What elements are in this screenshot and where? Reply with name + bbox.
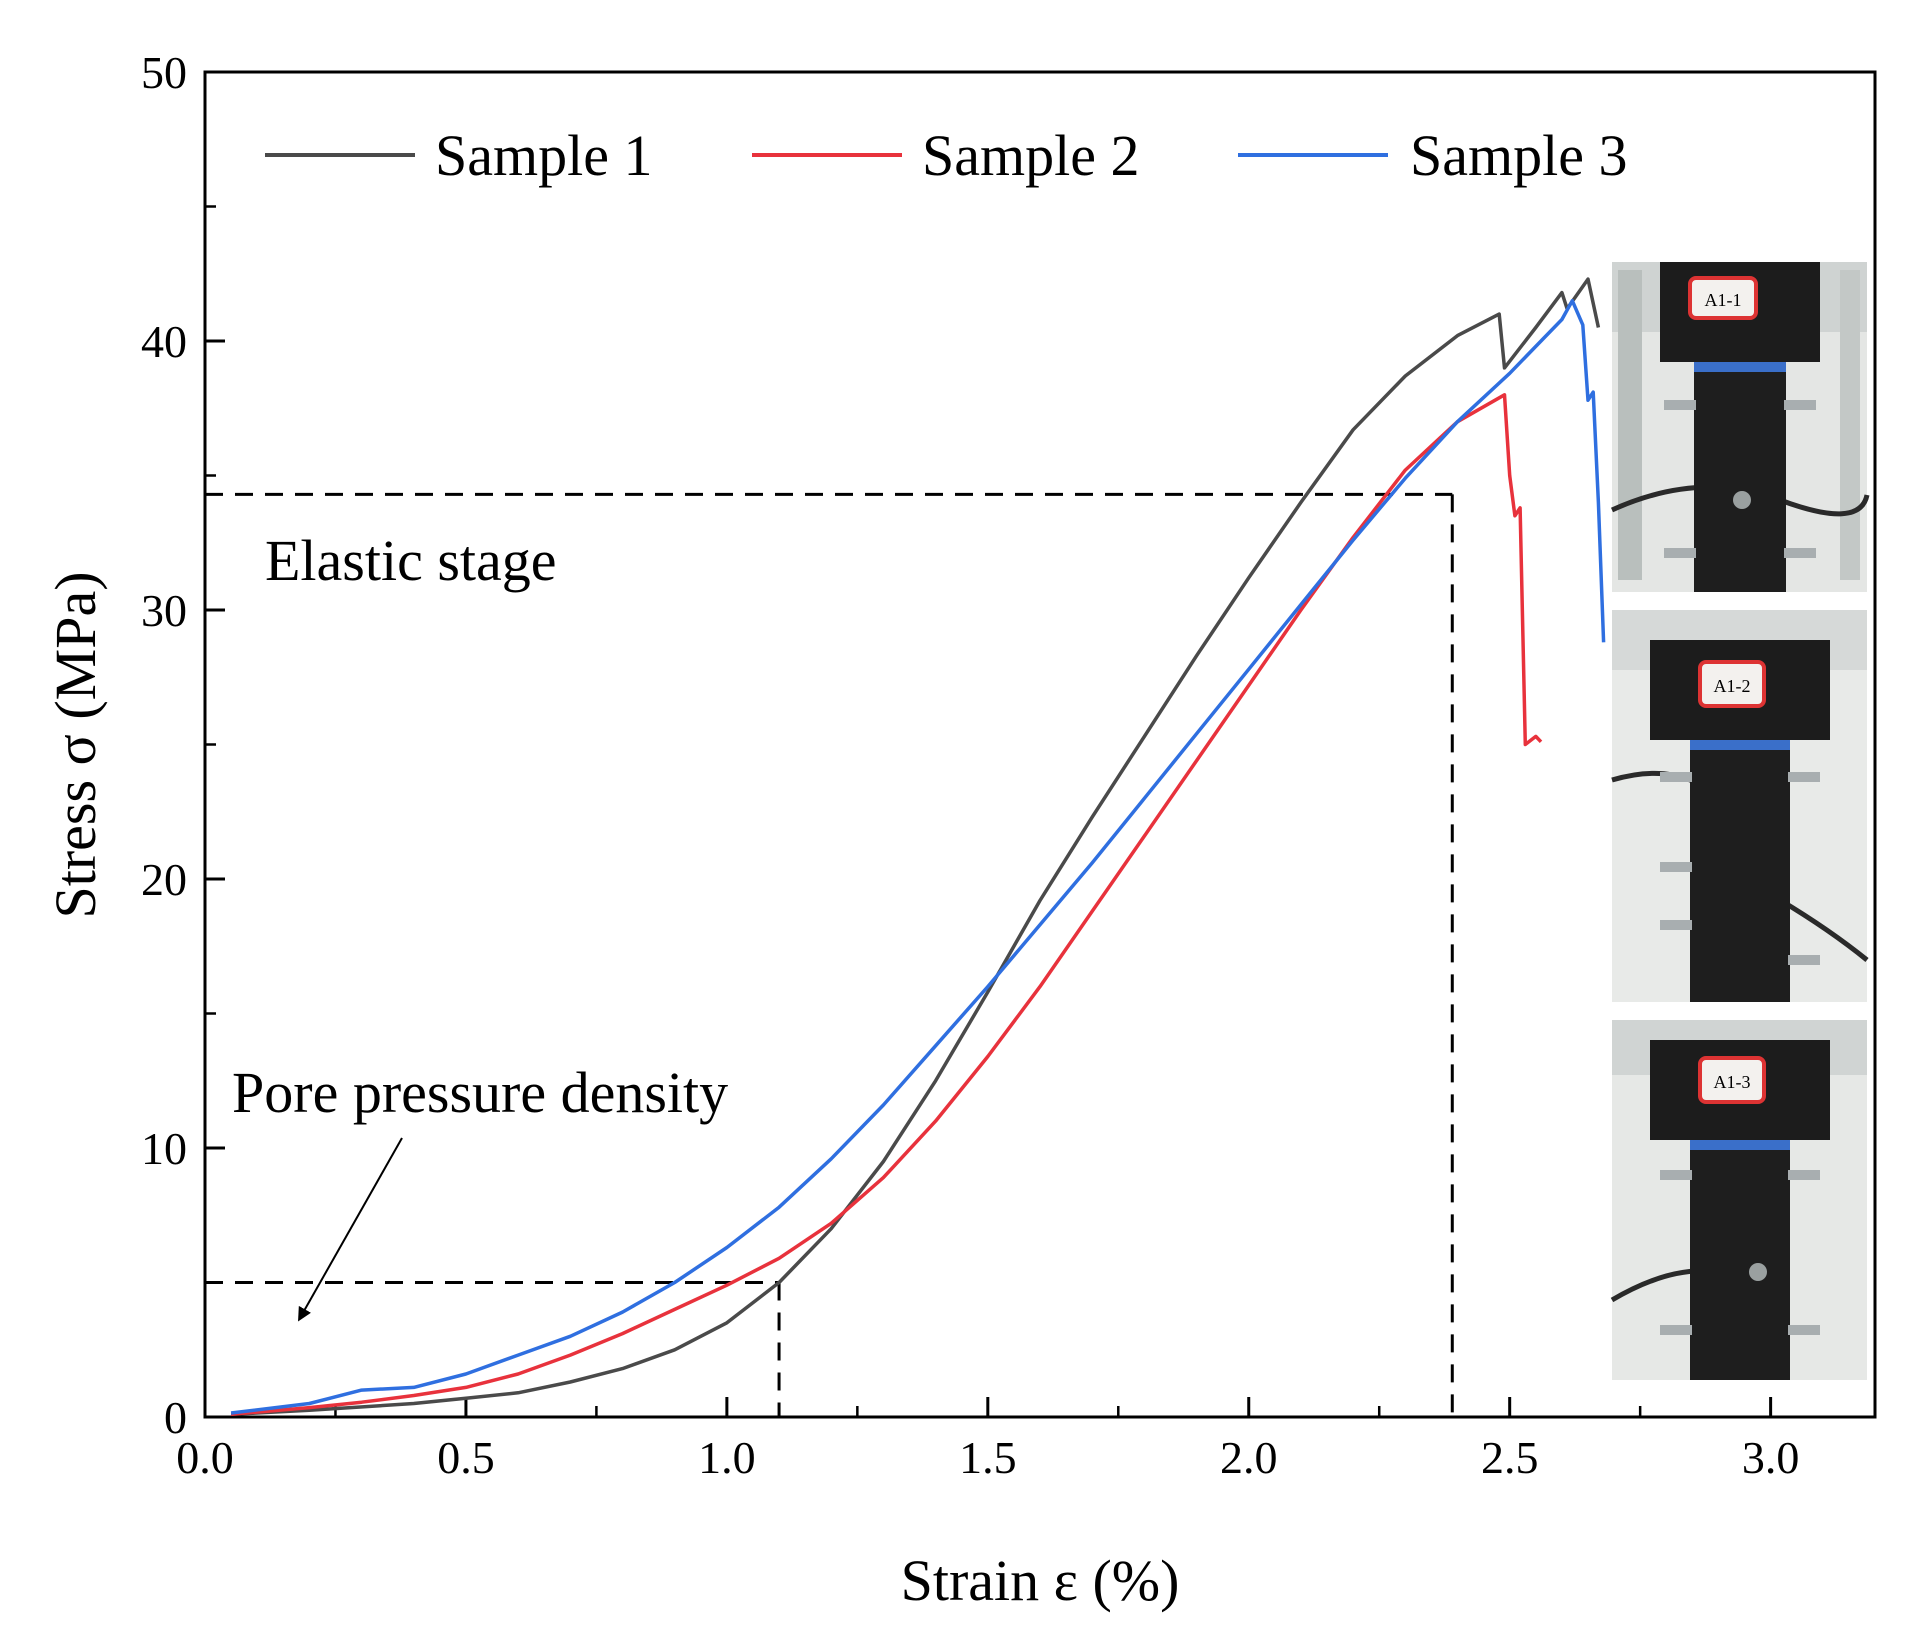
annotation-pore-pressure-density: Pore pressure density bbox=[232, 1060, 728, 1125]
specimen-photo-1: A1-1 bbox=[1610, 262, 1870, 592]
annotation-elastic-stage: Elastic stage bbox=[265, 528, 557, 593]
x-tick-label-5: 2.5 bbox=[1481, 1432, 1539, 1483]
legend: Sample 1 Sample 2 Sample 3 bbox=[265, 123, 1627, 188]
annotation-arrow bbox=[298, 1137, 403, 1322]
series-line-sample-3 bbox=[230, 298, 1606, 1415]
series-line-sample-1 bbox=[231, 277, 1601, 1417]
y-tick-label-4: 40 bbox=[141, 316, 187, 367]
x-axis-ticks: 0.0 0.5 1.0 1.5 2.0 2.5 3.0 bbox=[176, 1397, 1799, 1483]
series-lines bbox=[230, 277, 1606, 1417]
specimen-photo-3: A1-3 bbox=[1610, 1020, 1867, 1380]
series-line-sample-2 bbox=[230, 393, 1543, 1417]
legend-label-sample-1: Sample 1 bbox=[435, 123, 652, 188]
legend-label-sample-3: Sample 3 bbox=[1410, 123, 1627, 188]
legend-label-sample-2: Sample 2 bbox=[922, 123, 1139, 188]
x-tick-label-1: 0.5 bbox=[437, 1432, 495, 1483]
y-tick-label-2: 20 bbox=[141, 854, 187, 905]
specimen-label-1: A1-1 bbox=[1705, 290, 1742, 310]
specimen-label-3: A1-3 bbox=[1714, 1072, 1751, 1092]
y-tick-label-3: 30 bbox=[141, 585, 187, 636]
specimen-photo-2: A1-2 bbox=[1611, 610, 1869, 1002]
specimen-label-2: A1-2 bbox=[1714, 676, 1751, 696]
y-tick-label-1: 10 bbox=[141, 1123, 187, 1174]
x-tick-label-3: 1.5 bbox=[959, 1432, 1017, 1483]
x-tick-label-6: 3.0 bbox=[1742, 1432, 1800, 1483]
y-axis-ticks: 0 10 20 30 40 50 bbox=[141, 47, 225, 1443]
x-tick-label-2: 1.0 bbox=[698, 1432, 756, 1483]
y-axis-title: Stress σ (MPa) bbox=[43, 571, 108, 918]
x-tick-label-4: 2.0 bbox=[1220, 1432, 1278, 1483]
inset-photos: A1-1 A1-2 bbox=[1610, 262, 1870, 1380]
y-tick-label-5: 50 bbox=[141, 47, 187, 98]
x-tick-label-0: 0.0 bbox=[176, 1432, 234, 1483]
y-tick-label-0: 0 bbox=[164, 1392, 187, 1443]
x-axis-title: Strain ε (%) bbox=[901, 1548, 1180, 1613]
reference-lines bbox=[205, 492, 1454, 1417]
